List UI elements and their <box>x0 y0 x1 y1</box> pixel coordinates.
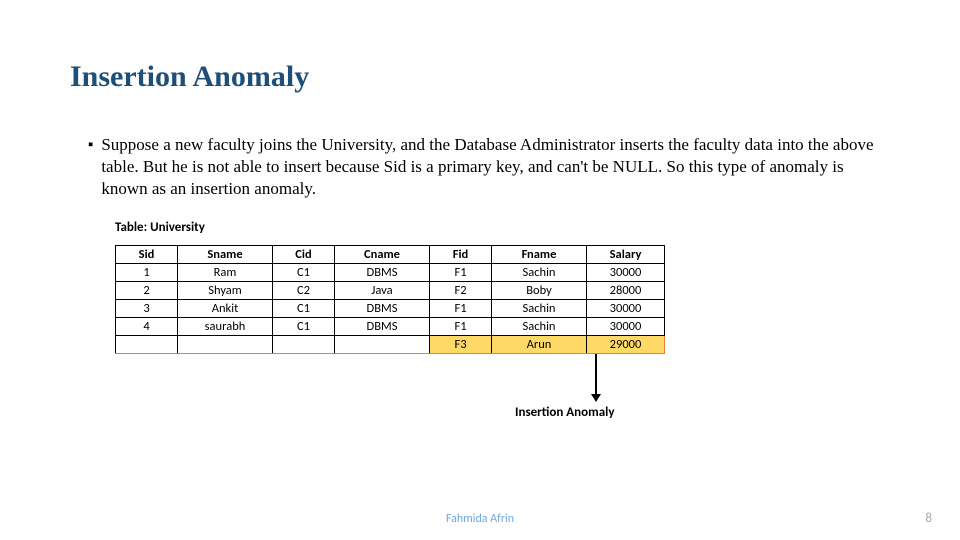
table-cell: C1 <box>273 300 335 318</box>
table-row: 4saurabhC1DBMSF1Sachin30000 <box>116 318 665 336</box>
table-cell: DBMS <box>335 318 430 336</box>
table-cell: 30000 <box>587 264 665 282</box>
table-cell: DBMS <box>335 300 430 318</box>
table-cell: DBMS <box>335 264 430 282</box>
table-cell: saurabh <box>178 318 273 336</box>
table-cell: 30000 <box>587 300 665 318</box>
table-cell: 29000 <box>587 336 665 354</box>
table-cell: F2 <box>430 282 492 300</box>
table-cell: Ankit <box>178 300 273 318</box>
anomaly-label: Insertion Anomaly <box>515 405 960 420</box>
table-cell: Sachin <box>492 300 587 318</box>
table-cell: F1 <box>430 318 492 336</box>
table-header: Sname <box>178 246 273 264</box>
table-cell: F1 <box>430 300 492 318</box>
table-header: Cid <box>273 246 335 264</box>
figure: Table: University SidSnameCidCnameFidFna… <box>70 220 890 420</box>
table-header: Sid <box>116 246 178 264</box>
table-cell: F3 <box>430 336 492 354</box>
table-cell: Boby <box>492 282 587 300</box>
bullet-marker-icon: ▪ <box>88 134 93 156</box>
slide-title: Insertion Anomaly <box>70 60 890 94</box>
table-cell: F1 <box>430 264 492 282</box>
table-header: Fid <box>430 246 492 264</box>
footer-page-number: 8 <box>925 511 932 526</box>
footer-author: Fahmida Afrin <box>0 512 960 526</box>
table-cell: 4 <box>116 318 178 336</box>
table-header: Salary <box>587 246 665 264</box>
table-cell: Arun <box>492 336 587 354</box>
table-cell: 28000 <box>587 282 665 300</box>
table-row: F3Arun29000 <box>116 336 665 354</box>
table-row: 3AnkitC1DBMSF1Sachin30000 <box>116 300 665 318</box>
bullet-item: ▪ Suppose a new faculty joins the Univer… <box>70 134 890 200</box>
table-row: 2ShyamC2JavaF2Boby28000 <box>116 282 665 300</box>
table-cell: 3 <box>116 300 178 318</box>
table-cell: 30000 <box>587 318 665 336</box>
table-cell: Ram <box>178 264 273 282</box>
university-table: SidSnameCidCnameFidFnameSalary 1RamC1DBM… <box>115 245 665 354</box>
arrow-down-icon <box>595 354 597 399</box>
table-cell: Java <box>335 282 430 300</box>
body-text: Suppose a new faculty joins the Universi… <box>101 134 890 200</box>
table-cell: Sachin <box>492 318 587 336</box>
table-label: Table: University <box>115 220 890 235</box>
table-cell: Sachin <box>492 264 587 282</box>
table-cell: 1 <box>116 264 178 282</box>
table-header: Cname <box>335 246 430 264</box>
table-cell: C1 <box>273 318 335 336</box>
table-header: Fname <box>492 246 587 264</box>
table-cell: Shyam <box>178 282 273 300</box>
table-cell: 2 <box>116 282 178 300</box>
table-cell <box>335 336 430 354</box>
table-cell: C2 <box>273 282 335 300</box>
table-cell: C1 <box>273 264 335 282</box>
table-cell <box>273 336 335 354</box>
table-row: 1RamC1DBMSF1Sachin30000 <box>116 264 665 282</box>
table-cell <box>178 336 273 354</box>
table-cell <box>116 336 178 354</box>
slide: Insertion Anomaly ▪ Suppose a new facult… <box>0 0 960 420</box>
